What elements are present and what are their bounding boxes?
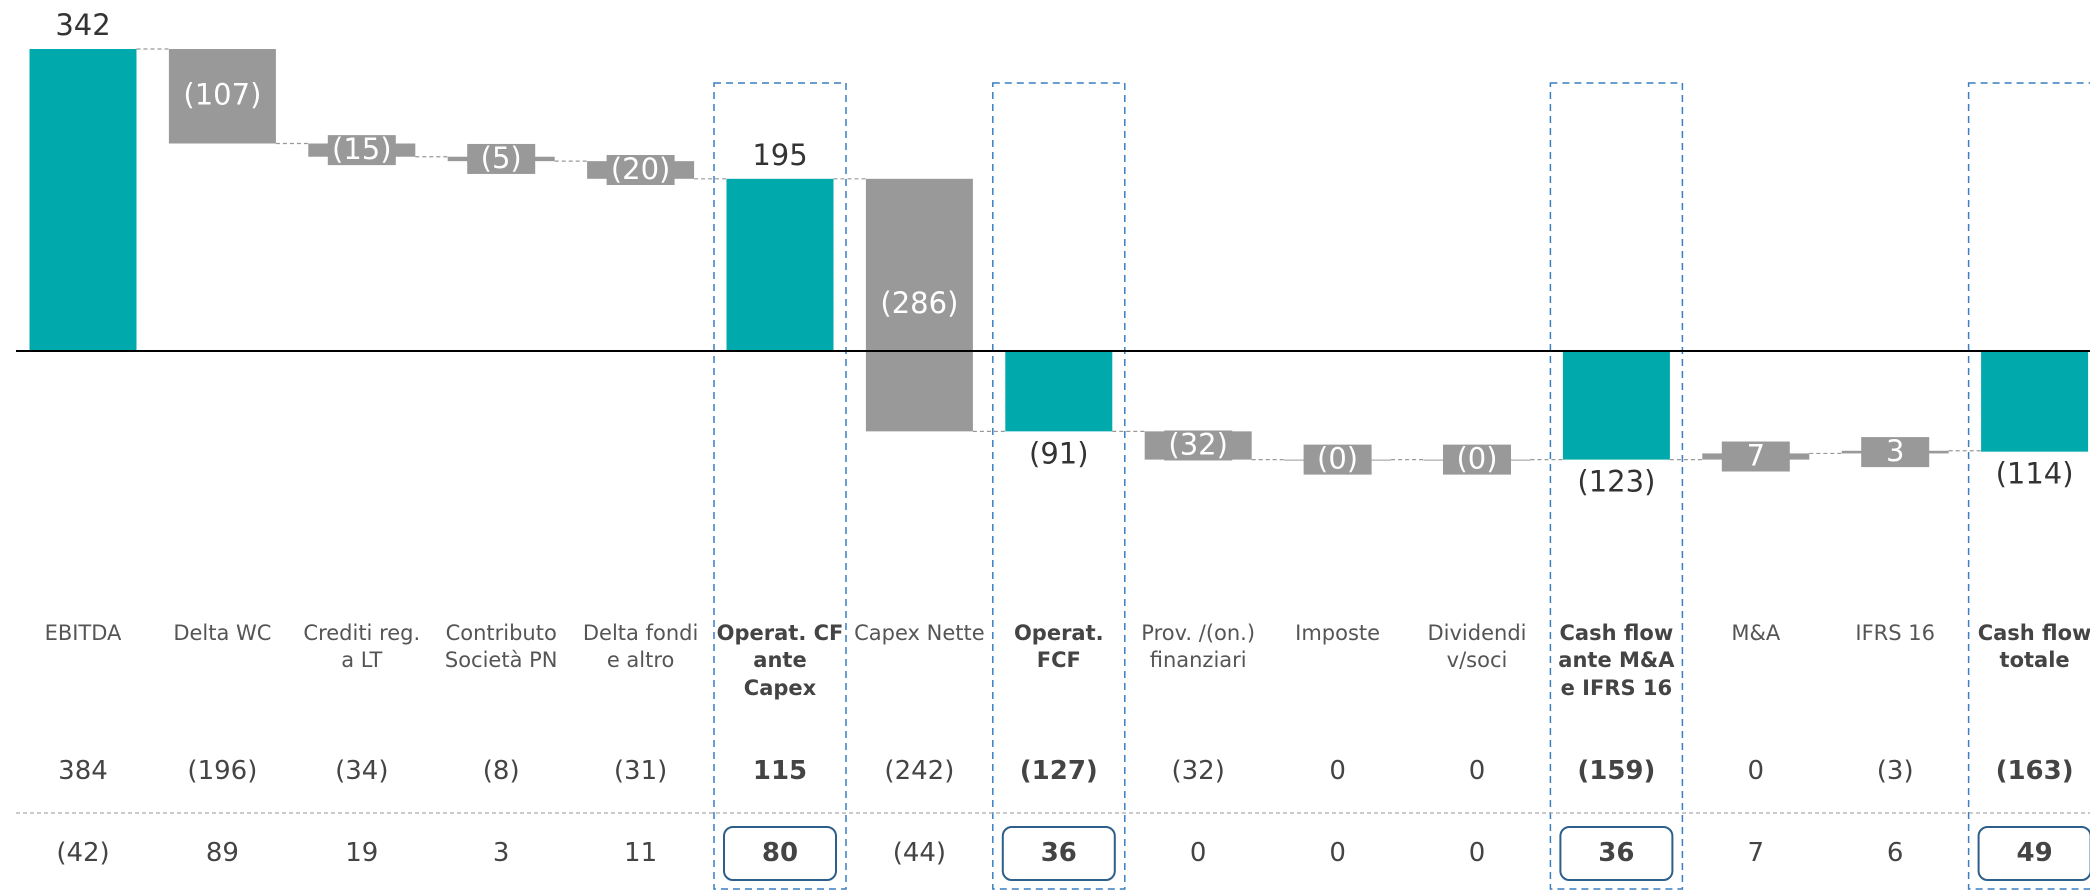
value-label: (91): [1029, 436, 1089, 470]
value-label: (114): [1996, 457, 2074, 491]
table-cell: 115: [752, 756, 808, 786]
bar: [1562, 351, 1670, 460]
total-column-frame: [992, 82, 1126, 890]
value-label: (32): [1168, 427, 1228, 461]
category-label: Imposte: [1295, 621, 1381, 645]
category-label: Delta fondi e altro: [582, 621, 699, 673]
value-label: (286): [880, 286, 958, 320]
value-label-box: [1721, 441, 1790, 472]
value-label: 7: [1747, 439, 1765, 473]
table-cell: (159): [1577, 756, 1656, 786]
total-cell-box: [723, 826, 837, 881]
table-cell: 7: [1747, 838, 1765, 868]
bar: [168, 49, 276, 144]
table-cell: 0: [1747, 756, 1765, 786]
table-cell: (163): [1995, 756, 2074, 786]
table-cell: 36: [1040, 838, 1077, 868]
category-label: Operat. FCF: [1013, 621, 1104, 673]
table-cell: (127): [1019, 756, 1098, 786]
category-label: IFRS 16: [1855, 621, 1935, 645]
bar: [726, 178, 834, 351]
table-cell: 0: [1329, 756, 1346, 786]
category-label: Dividendi v/soci: [1427, 621, 1527, 673]
category-label: Crediti reg. a LT: [303, 621, 421, 673]
category-label: Cash flow ante M&A e IFRS 16: [1558, 621, 1675, 700]
table-cell: (32): [1171, 756, 1225, 786]
table-cell: 3: [492, 838, 510, 868]
value-label: (15): [332, 132, 392, 166]
value-label: 3: [1886, 434, 1904, 468]
value-label-box: [327, 135, 396, 166]
table-cell: 36: [1598, 838, 1635, 868]
bar: [1981, 351, 2089, 452]
total-column-frame: [713, 82, 847, 890]
bar: [865, 178, 973, 432]
category-label: Capex Nette: [854, 621, 985, 645]
value-label: (20): [611, 152, 671, 186]
table-cell: 0: [1189, 838, 1207, 868]
category-label: Cash flow totale: [1977, 621, 2090, 673]
table-cell: 0: [1468, 756, 1486, 786]
bar: [1005, 351, 1113, 432]
total-cell-box: [1977, 826, 2090, 881]
category-label: Prov. /(on.) finanziari: [1141, 621, 1256, 673]
table-cell: 0: [1468, 838, 1486, 868]
table-cell: (242): [884, 756, 955, 786]
table-cell: (8): [482, 756, 520, 786]
value-label: (107): [183, 77, 261, 111]
bar: [29, 49, 137, 351]
table-cell: 0: [1329, 838, 1346, 868]
table-cell: 19: [345, 838, 379, 868]
value-label-box: [1303, 444, 1372, 475]
table-cell: (3): [1876, 756, 1914, 786]
total-column-frame: [1967, 82, 2090, 890]
value-label-box: [467, 143, 536, 174]
table-cell: 89: [205, 838, 239, 868]
table-cell: (196): [187, 756, 258, 786]
table-cell: 6: [1886, 838, 1904, 868]
table-cell: 80: [761, 838, 799, 868]
table-cell: 384: [58, 756, 108, 786]
value-label-box: [1443, 444, 1511, 475]
category-label: EBITDA: [44, 621, 122, 645]
value-label: 195: [752, 138, 807, 172]
total-cell-box: [1001, 826, 1116, 881]
table-cell: 11: [624, 838, 658, 868]
table-cell: 49: [2016, 838, 2053, 868]
value-label: (0): [1456, 442, 1497, 476]
value-label: 342: [55, 8, 110, 42]
category-label: Delta WC: [173, 621, 272, 645]
value-label: (5): [481, 141, 522, 175]
value-label-box: [1164, 430, 1233, 461]
total-column-frame: [1549, 82, 1684, 890]
value-label-box: [606, 154, 675, 185]
table-cell: (34): [335, 756, 389, 786]
value-label: (0): [1317, 442, 1358, 476]
total-cell-box: [1559, 826, 1674, 881]
table-cell: (44): [892, 838, 947, 868]
table-cell: (31): [613, 756, 668, 786]
value-label: (123): [1577, 465, 1655, 499]
category-label: Operat. CF ante Capex: [716, 621, 844, 700]
table-cell: (42): [56, 838, 110, 868]
category-label: M&A: [1731, 621, 1781, 645]
value-label-box: [1861, 437, 1930, 468]
category-label: Contributo Società PN: [444, 621, 558, 673]
